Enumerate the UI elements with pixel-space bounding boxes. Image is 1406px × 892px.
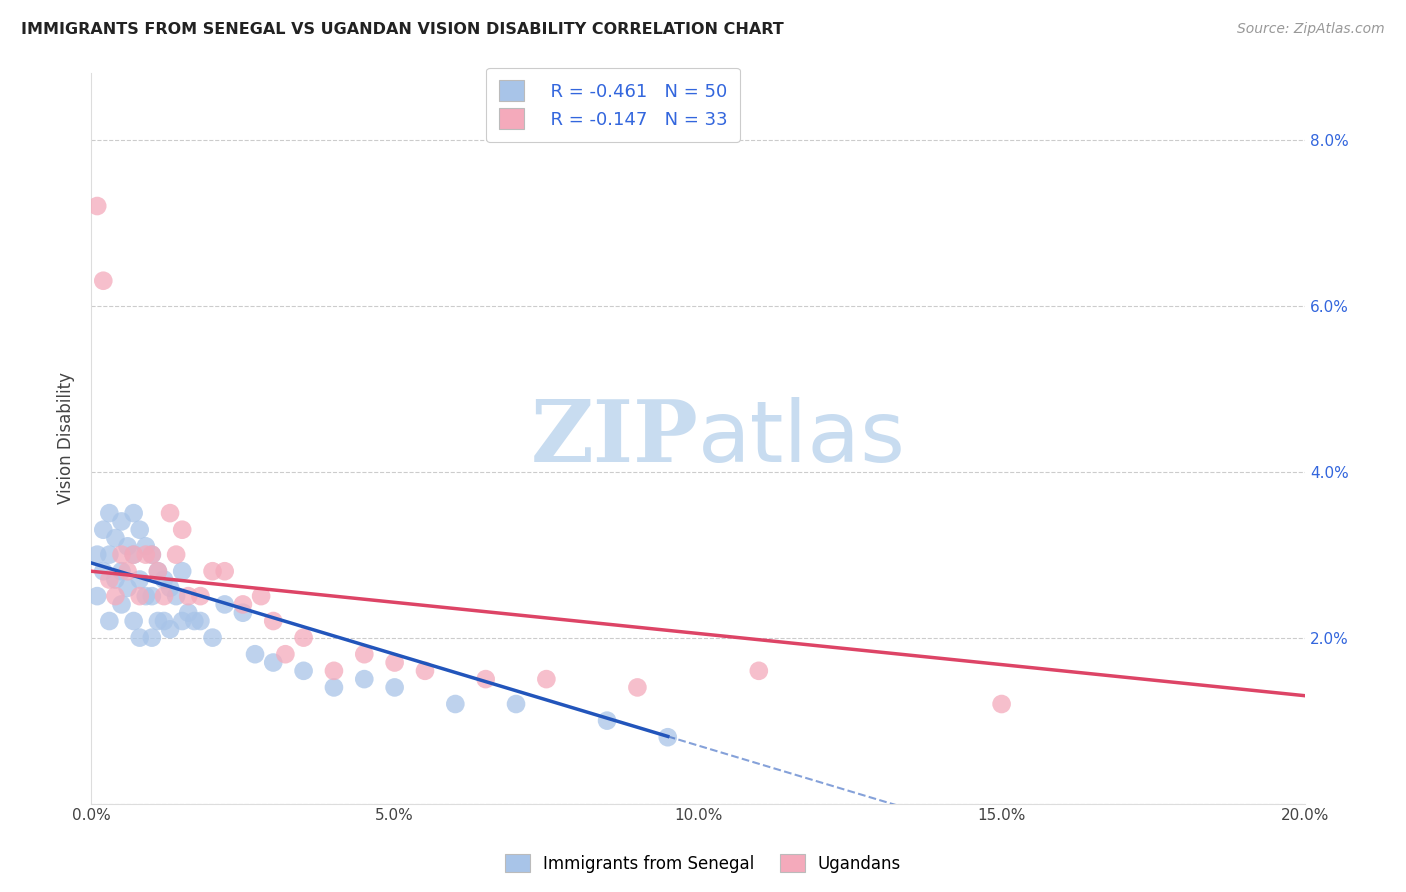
Text: IMMIGRANTS FROM SENEGAL VS UGANDAN VISION DISABILITY CORRELATION CHART: IMMIGRANTS FROM SENEGAL VS UGANDAN VISIO… (21, 22, 783, 37)
Point (104, 531, 127, 545)
Point (353, 647, 375, 661)
Point (146, 564, 169, 578)
Point (505, 697, 527, 711)
Point (159, 506, 181, 520)
Point (214, 564, 236, 578)
Point (110, 515, 132, 529)
Point (98, 506, 121, 520)
Point (292, 631, 315, 645)
Point (232, 598, 254, 612)
Point (122, 548, 145, 562)
Point (172, 564, 194, 578)
Point (626, 681, 648, 695)
Point (91, 274, 114, 288)
Point (172, 523, 194, 537)
Point (413, 664, 436, 678)
Point (165, 548, 187, 562)
Point (110, 548, 132, 562)
Point (141, 548, 163, 562)
Point (128, 523, 150, 537)
Point (128, 573, 150, 587)
Point (657, 730, 679, 744)
Legend:   R = -0.461   N = 50,   R = -0.147   N = 33: R = -0.461 N = 50, R = -0.147 N = 33 (486, 68, 740, 142)
Point (384, 681, 406, 695)
Point (990, 697, 1012, 711)
Point (353, 672, 375, 686)
Point (86, 589, 108, 603)
Point (153, 589, 176, 603)
Point (262, 614, 284, 628)
Point (748, 664, 770, 678)
Point (141, 548, 163, 562)
Point (262, 656, 284, 670)
Point (214, 598, 236, 612)
Point (384, 656, 406, 670)
Point (190, 589, 212, 603)
Point (117, 581, 139, 595)
Text: ZIP: ZIP (530, 396, 699, 481)
Point (250, 589, 273, 603)
Point (323, 681, 346, 695)
Point (444, 697, 467, 711)
Point (91, 523, 114, 537)
Point (117, 564, 139, 578)
Point (110, 598, 132, 612)
Text: atlas: atlas (699, 397, 905, 480)
Point (177, 606, 200, 620)
Point (474, 672, 496, 686)
Point (190, 614, 212, 628)
Text: Source: ZipAtlas.com: Source: ZipAtlas.com (1237, 22, 1385, 37)
Point (243, 647, 266, 661)
Point (86, 548, 108, 562)
Point (141, 589, 163, 603)
Point (122, 548, 145, 562)
Point (159, 623, 181, 637)
Point (86, 199, 108, 213)
Point (232, 606, 254, 620)
Point (201, 564, 224, 578)
Point (536, 672, 558, 686)
Point (135, 548, 157, 562)
Point (128, 589, 150, 603)
Point (122, 506, 145, 520)
Point (153, 614, 176, 628)
Point (98, 548, 121, 562)
Point (165, 589, 187, 603)
Point (104, 589, 127, 603)
Legend: Immigrants from Senegal, Ugandans: Immigrants from Senegal, Ugandans (498, 847, 908, 880)
Point (110, 564, 132, 578)
Point (135, 589, 157, 603)
Point (141, 631, 163, 645)
Point (177, 589, 200, 603)
Point (135, 539, 157, 553)
Point (153, 573, 176, 587)
Point (201, 631, 224, 645)
Point (104, 573, 127, 587)
Point (274, 647, 297, 661)
Point (146, 614, 169, 628)
Point (128, 631, 150, 645)
Point (98, 573, 121, 587)
Point (596, 714, 619, 728)
Point (91, 564, 114, 578)
Point (159, 581, 181, 595)
Point (183, 614, 205, 628)
Point (323, 664, 346, 678)
Point (172, 614, 194, 628)
Point (117, 539, 139, 553)
Point (98, 614, 121, 628)
Point (122, 614, 145, 628)
Y-axis label: Vision Disability: Vision Disability (58, 373, 75, 504)
Point (292, 664, 315, 678)
Point (146, 564, 169, 578)
